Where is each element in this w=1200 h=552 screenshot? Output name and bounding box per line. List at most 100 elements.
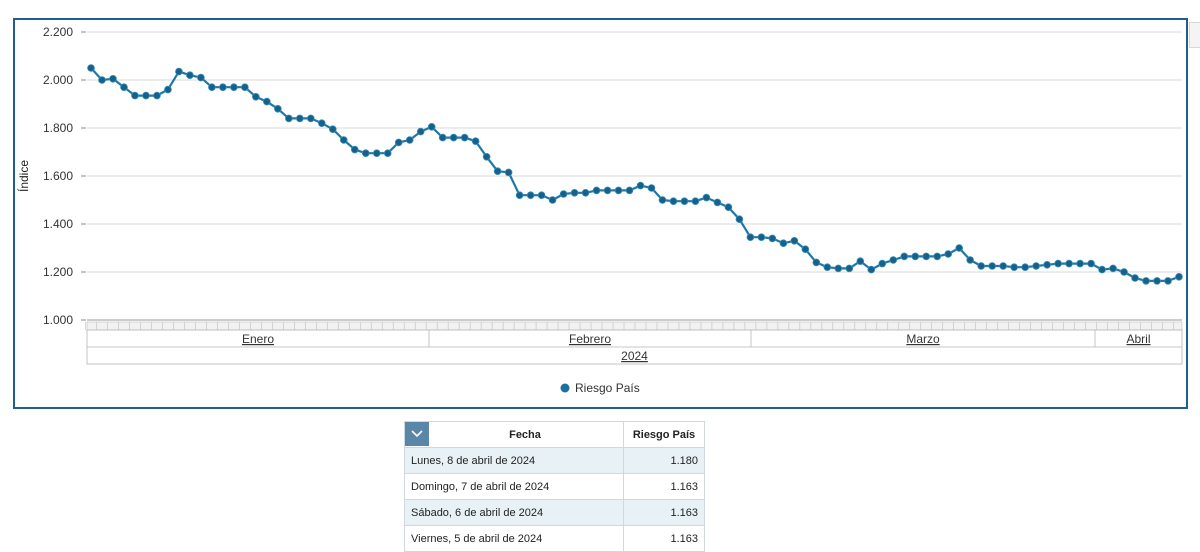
- data-point: [383, 149, 392, 158]
- table-row[interactable]: Viernes, 5 de abril de 2024 1.163: [404, 525, 705, 552]
- data-point: [142, 91, 150, 100]
- data-point: [1010, 263, 1018, 272]
- data-point: [416, 127, 425, 136]
- header-fecha-label: Fecha: [509, 428, 541, 441]
- y-tick-label: 1.200: [43, 265, 73, 279]
- data-point: [109, 74, 117, 83]
- cell-fecha: Viernes, 5 de abril de 2024: [404, 525, 624, 552]
- month-label: Marzo: [906, 332, 940, 346]
- data-point: [328, 125, 337, 133]
- data-point: [735, 215, 744, 224]
- data-point: [526, 191, 535, 200]
- data-point: [1054, 259, 1062, 268]
- data-point: [702, 193, 711, 202]
- data-point: [1153, 277, 1161, 285]
- data-point: [263, 97, 271, 106]
- y-tick-label: 1.800: [43, 121, 73, 135]
- data-point: [636, 181, 645, 190]
- data-point: [966, 256, 974, 264]
- data-point: [812, 258, 821, 267]
- year-label: 2024: [621, 349, 648, 363]
- table-header-row: Fecha Riesgo País: [404, 421, 705, 448]
- data-point: [471, 137, 480, 145]
- data-point: [1076, 259, 1084, 268]
- data-point: [603, 186, 612, 195]
- data-point: [900, 252, 909, 261]
- data-point: [317, 119, 326, 127]
- data-point: [482, 153, 491, 161]
- data-point: [768, 234, 777, 243]
- data-point: [691, 197, 700, 206]
- data-point: [911, 252, 920, 261]
- cell-fecha: Lunes, 8 de abril de 2024: [404, 447, 624, 474]
- month-label: Febrero: [569, 332, 611, 346]
- data-point: [801, 245, 810, 254]
- data-point: [592, 186, 601, 195]
- data-point: [845, 264, 854, 273]
- data-point: [1142, 277, 1150, 285]
- data-point: [1120, 268, 1128, 276]
- data-point: [922, 252, 931, 261]
- data-point: [1087, 259, 1095, 268]
- side-panel-tab[interactable]: [1189, 22, 1200, 48]
- data-point: [1109, 264, 1117, 273]
- data-point: [361, 149, 370, 158]
- series-line-riesgo-pais: [90, 67, 1180, 282]
- data-point: [955, 244, 964, 252]
- table-row[interactable]: Domingo, 7 de abril de 2024 1.163: [404, 473, 705, 500]
- data-point: [658, 196, 667, 204]
- data-point: [219, 83, 227, 91]
- data-point: [515, 191, 524, 200]
- data-point: [153, 91, 161, 100]
- data-point: [296, 114, 304, 123]
- data-point: [1175, 272, 1183, 281]
- data-point: [98, 76, 106, 84]
- sort-dropdown-button[interactable]: [405, 422, 429, 446]
- data-point: [944, 250, 953, 258]
- header-riesgo-pais[interactable]: Riesgo País: [623, 421, 705, 448]
- data-point: [570, 189, 579, 197]
- data-point: [493, 167, 502, 176]
- data-point: [790, 237, 799, 245]
- data-point: [438, 133, 447, 142]
- data-point: [131, 91, 139, 100]
- data-point: [823, 263, 832, 272]
- data-point: [1065, 259, 1073, 268]
- data-point: [757, 233, 766, 242]
- data-point: [87, 64, 95, 72]
- data-point: [581, 189, 590, 197]
- y-tick-label: 2.200: [43, 25, 73, 39]
- chevron-down-icon: [411, 430, 423, 438]
- data-point: [197, 73, 205, 82]
- data-point: [999, 262, 1007, 270]
- y-tick-label: 1.400: [43, 217, 73, 231]
- cell-valor: 1.180: [623, 447, 705, 474]
- data-table: Fecha Riesgo País Lunes, 8 de abril de 2…: [404, 421, 705, 552]
- data-point: [241, 83, 249, 91]
- table-row[interactable]: Sábado, 6 de abril de 2024 1.163: [404, 499, 705, 526]
- y-axis-title: Índice: [16, 160, 31, 192]
- cell-valor: 1.163: [623, 525, 705, 552]
- data-point: [427, 123, 436, 131]
- month-label: Enero: [242, 332, 274, 346]
- cell-fecha: Domingo, 7 de abril de 2024: [404, 473, 624, 500]
- data-point: [1164, 277, 1172, 285]
- data-point: [548, 196, 557, 204]
- data-point: [252, 93, 260, 101]
- data-point: [208, 83, 216, 91]
- data-point: [449, 133, 458, 142]
- month-label: Abril: [1126, 332, 1150, 346]
- data-point: [164, 85, 172, 94]
- y-tick-label: 1.000: [43, 313, 73, 327]
- data-point: [713, 198, 722, 207]
- data-point: [274, 105, 282, 113]
- header-fecha[interactable]: Fecha: [404, 421, 624, 448]
- data-point: [405, 136, 414, 144]
- table-row[interactable]: Lunes, 8 de abril de 2024 1.180: [404, 447, 705, 474]
- data-point: [724, 203, 733, 212]
- data-point: [680, 197, 689, 206]
- data-point: [230, 83, 238, 91]
- data-point: [779, 239, 788, 248]
- chart-container: 1.000 1.200 1.400 1.600 1.800 2.000 2.200 Índic…: [13, 18, 1188, 409]
- data-point: [856, 257, 865, 266]
